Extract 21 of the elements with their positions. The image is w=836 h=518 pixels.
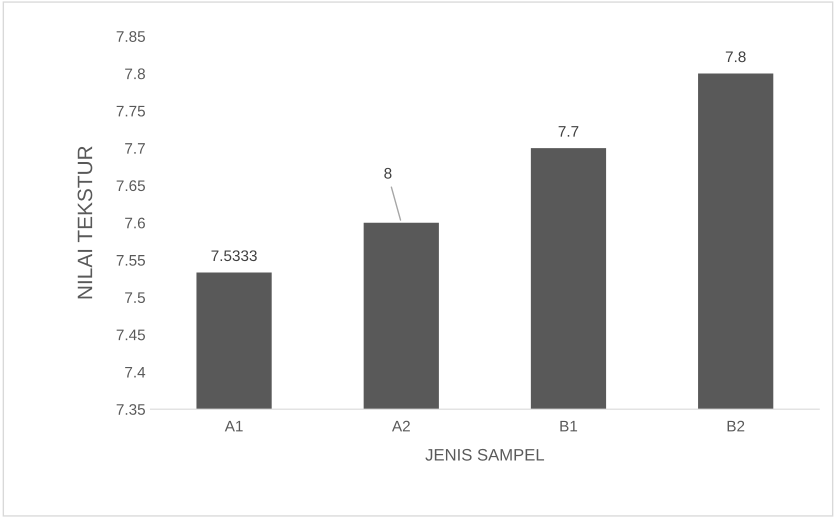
y-axis-title: NILAI TEKSTUR [78,146,92,298]
data-label: 7.5333 [212,250,257,262]
y-tick-label: 7.65 [116,180,145,192]
data-label: 7.7 [558,126,578,137]
x-tick-label: A1 [224,420,243,432]
x-tick-label: A2 [392,420,410,432]
y-tick-label: 7.4 [125,366,146,378]
y-tick-label: 7.45 [116,330,145,340]
y-tick-label: 7.8 [125,68,145,80]
y-tick-label: 7.75 [116,106,145,117]
data-label: 7.8 [726,51,746,62]
y-tick-label: 7.6 [125,218,145,228]
data-label: 8 [384,168,392,179]
y-tick-label: 7.5 [125,292,145,304]
y-tick-label: 7.85 [116,31,145,42]
x-tick-label: B2 [728,420,744,432]
y-tick-label: 7.35 [116,404,145,415]
y-tick-label: 7.55 [116,255,145,266]
y-tick-label: 7.7 [125,143,145,154]
x-axis-title: JENIS SAMPEL [425,448,544,461]
x-tick-label: B1 [560,420,578,432]
